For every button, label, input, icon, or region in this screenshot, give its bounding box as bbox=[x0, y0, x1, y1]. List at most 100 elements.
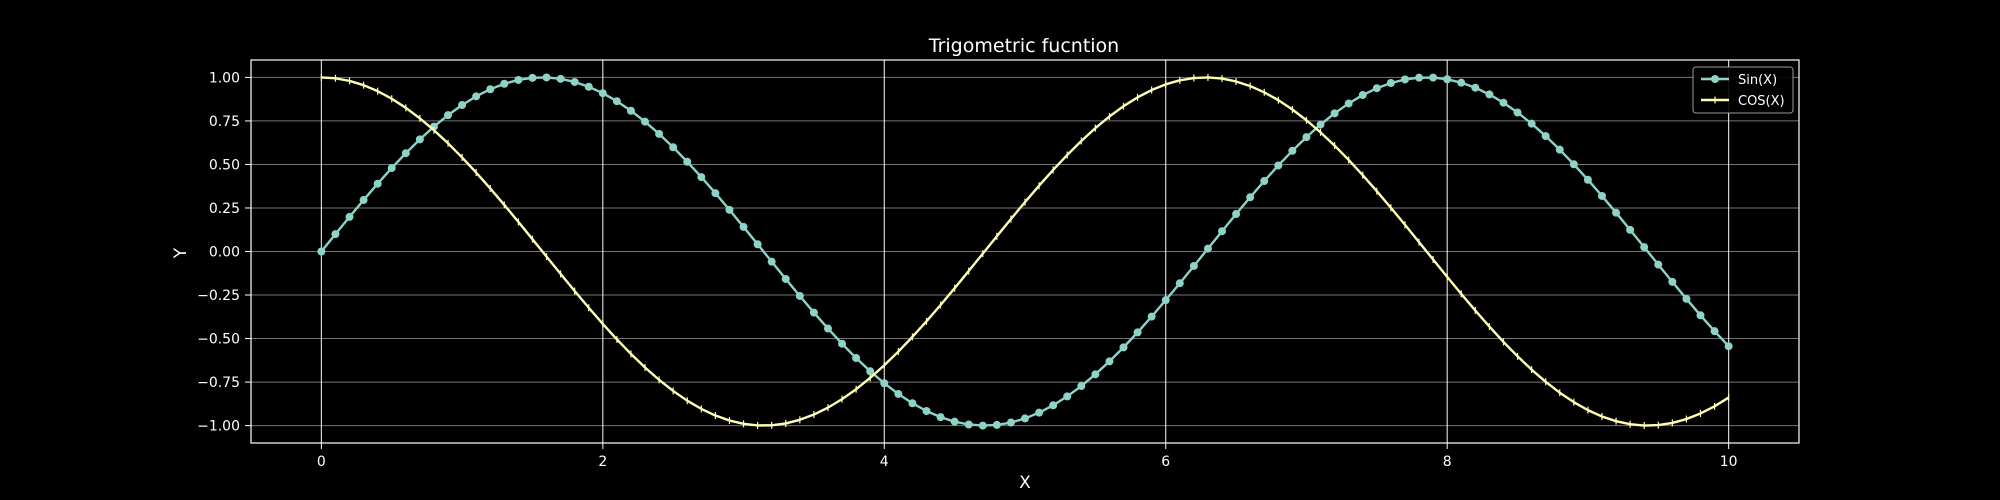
data-point bbox=[1640, 243, 1649, 252]
x-axis-label: X bbox=[1019, 473, 1031, 493]
data-point bbox=[1429, 73, 1438, 82]
y-axis-label: Y bbox=[171, 247, 191, 259]
data-point bbox=[1218, 227, 1227, 236]
data-point bbox=[514, 75, 523, 84]
data-point bbox=[823, 324, 832, 333]
legend-label: Sin(X) bbox=[1738, 73, 1777, 88]
data-point bbox=[655, 129, 664, 138]
data-point bbox=[415, 135, 424, 144]
data-point bbox=[1189, 261, 1198, 270]
data-point bbox=[641, 117, 650, 126]
data-point bbox=[1724, 342, 1733, 351]
data-point bbox=[570, 77, 579, 86]
data-point bbox=[626, 106, 635, 115]
axes: 0 2 4 6 8 10 −1.00 −0.75 −0.50 −0.25 0.00 0.25 0.50 0… bbox=[197, 59, 1800, 470]
data-point bbox=[458, 101, 467, 110]
data-point bbox=[739, 222, 748, 231]
data-point bbox=[978, 421, 987, 430]
data-point bbox=[767, 257, 776, 266]
legend: Sin(X) COS(X) bbox=[1692, 66, 1794, 114]
data-point bbox=[781, 274, 790, 283]
chart-title: Trigometric fucntion bbox=[928, 35, 1119, 57]
data-point bbox=[472, 92, 481, 101]
data-point bbox=[598, 89, 607, 98]
data-point bbox=[401, 149, 410, 158]
data-point bbox=[1147, 312, 1156, 321]
data-point bbox=[964, 420, 973, 429]
y-tick-label: −1.00 bbox=[197, 419, 240, 435]
data-point bbox=[1443, 75, 1452, 84]
data-point bbox=[1330, 109, 1339, 118]
x-tick-label: 4 bbox=[880, 454, 889, 470]
data-point bbox=[500, 79, 509, 88]
data-point bbox=[697, 173, 706, 182]
data-point bbox=[838, 339, 847, 348]
data-point bbox=[1710, 327, 1719, 336]
series-cos bbox=[320, 73, 1730, 430]
data-point bbox=[1049, 401, 1058, 410]
data-point bbox=[725, 205, 734, 214]
y-tick-label: −0.50 bbox=[197, 332, 240, 348]
data-point bbox=[711, 189, 720, 198]
data-point bbox=[1654, 260, 1663, 269]
data-point bbox=[1006, 418, 1015, 427]
y-tick-label: 0.25 bbox=[209, 201, 240, 217]
data-point bbox=[528, 73, 537, 82]
data-point bbox=[1021, 414, 1029, 423]
data-point bbox=[1091, 370, 1100, 379]
data-point bbox=[542, 73, 551, 82]
series-layer bbox=[317, 73, 1733, 430]
data-point bbox=[444, 111, 453, 120]
data-point bbox=[1597, 191, 1606, 200]
data-point bbox=[1274, 161, 1283, 170]
data-point bbox=[922, 407, 931, 416]
data-point bbox=[852, 354, 861, 363]
data-point bbox=[1668, 277, 1677, 286]
data-point bbox=[1415, 73, 1424, 82]
data-point bbox=[1471, 83, 1480, 92]
data-point bbox=[359, 196, 368, 205]
data-point bbox=[612, 97, 621, 106]
data-point bbox=[1246, 193, 1255, 202]
legend-item: Sin(X) bbox=[1701, 73, 1777, 88]
data-point bbox=[683, 157, 692, 166]
data-point bbox=[584, 82, 593, 91]
data-point bbox=[1105, 357, 1114, 366]
x-tick-label: 0 bbox=[317, 454, 326, 470]
data-point bbox=[1513, 108, 1522, 117]
data-point bbox=[1302, 133, 1311, 142]
y-tick-label: 0.75 bbox=[209, 114, 240, 130]
data-point bbox=[1288, 146, 1297, 155]
data-point bbox=[1161, 296, 1170, 305]
data-point bbox=[1626, 225, 1635, 234]
legend-swatch-marker bbox=[1711, 75, 1719, 83]
data-point bbox=[1555, 145, 1564, 154]
data-point bbox=[950, 417, 959, 426]
data-point bbox=[1569, 160, 1578, 169]
data-point bbox=[556, 74, 565, 83]
data-point bbox=[486, 85, 495, 94]
legend-item: COS(X) bbox=[1701, 94, 1785, 109]
data-point bbox=[880, 379, 889, 388]
data-point bbox=[1696, 311, 1705, 320]
y-tick-label: 1.00 bbox=[209, 70, 240, 86]
x-tick-label: 8 bbox=[1443, 454, 1452, 470]
data-point bbox=[1175, 279, 1184, 288]
y-tick-label: 0.00 bbox=[209, 245, 240, 261]
data-point bbox=[1203, 244, 1212, 253]
y-tick-label: 0.50 bbox=[209, 157, 240, 173]
data-point bbox=[1499, 98, 1508, 107]
data-point bbox=[1344, 99, 1353, 108]
data-point bbox=[1119, 343, 1128, 352]
data-point bbox=[669, 143, 678, 152]
data-point bbox=[1372, 84, 1381, 93]
data-point bbox=[866, 367, 875, 376]
data-point bbox=[795, 291, 804, 300]
data-point bbox=[809, 308, 818, 317]
data-point bbox=[1232, 210, 1241, 219]
data-point bbox=[373, 179, 382, 188]
data-point bbox=[1260, 177, 1269, 186]
data-point bbox=[936, 413, 945, 422]
data-point bbox=[1063, 392, 1072, 401]
